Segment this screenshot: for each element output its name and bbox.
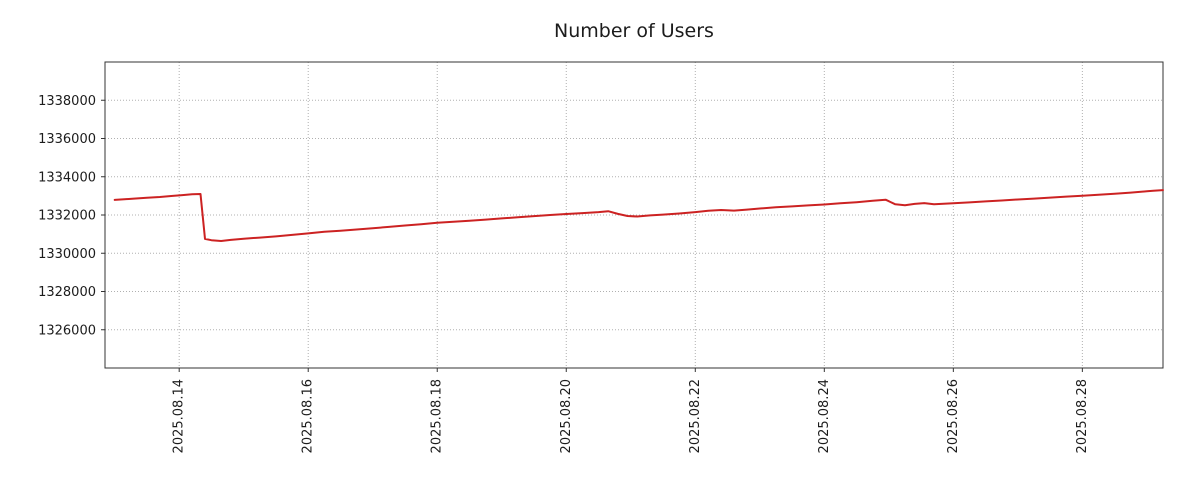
y-tick-label: 1332000 — [38, 209, 96, 224]
chart-title: Number of Users — [554, 20, 714, 42]
x-tick-label: 2025.08.26 — [946, 379, 961, 453]
y-tick-label: 1338000 — [38, 94, 96, 109]
data-line — [113, 189, 1164, 242]
x-tick-label: 2025.08.16 — [301, 379, 316, 453]
x-tick-label: 2025.08.22 — [688, 379, 703, 453]
y-tick-label: 1334000 — [38, 170, 96, 185]
x-tick-label: 2025.08.18 — [430, 379, 445, 453]
x-tick-label: 2025.08.14 — [172, 379, 187, 453]
y-tick-label: 1326000 — [38, 323, 96, 338]
y-tick-label: 1336000 — [38, 132, 96, 147]
y-tick-label: 1328000 — [38, 285, 96, 300]
y-tick-label: 1330000 — [38, 247, 96, 262]
x-tick-label: 2025.08.24 — [817, 379, 832, 453]
x-tick-label: 2025.08.20 — [559, 379, 574, 453]
x-tick-label: 2025.08.28 — [1075, 379, 1090, 453]
